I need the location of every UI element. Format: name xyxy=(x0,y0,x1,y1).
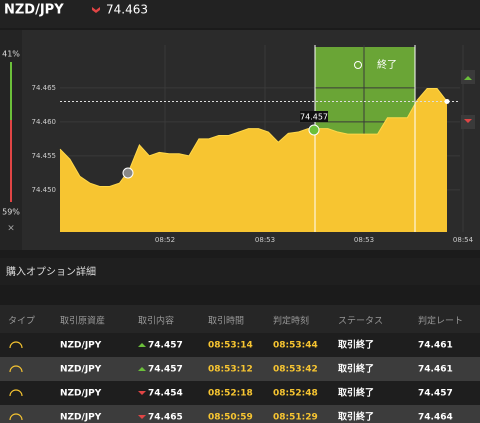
down-bar xyxy=(10,120,12,202)
down-percent: 59% xyxy=(2,208,20,217)
table-header: タイプ xyxy=(8,316,35,327)
symbol: NZD/JPY xyxy=(4,3,64,18)
table-cell: NZD/JPY xyxy=(60,413,102,423)
direction-icon xyxy=(138,415,146,419)
table-cell: 08:53:14 xyxy=(208,341,253,351)
y-tick-label: 74.460 xyxy=(32,118,57,126)
table-cell: 74.457 xyxy=(418,389,453,399)
table-cell: 74.465 xyxy=(148,413,183,423)
old-marker xyxy=(122,167,134,179)
down-arrow xyxy=(92,7,100,13)
table-header: 判定時刻 xyxy=(273,315,309,327)
clock-icon xyxy=(354,61,362,69)
table-cell: 08:52:48 xyxy=(273,389,318,399)
table-cell: 74.461 xyxy=(418,341,453,351)
entry-label-box xyxy=(300,111,328,122)
table-cell: NZD/JPY xyxy=(60,341,102,351)
table-cell: 取引終了 xyxy=(338,363,374,375)
type-icon xyxy=(9,413,23,421)
direction-icon xyxy=(138,367,146,371)
direction-icon xyxy=(138,343,146,347)
table-cell: 取引終了 xyxy=(338,339,374,351)
up-bar xyxy=(10,62,12,120)
table-cell: 08:53:44 xyxy=(273,341,318,351)
direction-icon xyxy=(138,391,146,395)
table-cell: 取引終了 xyxy=(338,411,374,423)
y-tick-label: 74.455 xyxy=(32,152,57,160)
table-cell: 08:53:12 xyxy=(208,365,253,375)
close-button[interactable]: × xyxy=(7,224,15,234)
table-cell: 取引終了 xyxy=(338,387,374,399)
table-cell: 08:53:42 xyxy=(273,365,318,375)
entry-label: 74.457 xyxy=(300,113,328,122)
table-cell: 74.464 xyxy=(418,413,453,423)
table-cell: 08:50:59 xyxy=(208,413,253,423)
section-bar xyxy=(0,258,480,285)
table-cell: 08:52:18 xyxy=(208,389,253,399)
type-icon xyxy=(9,341,23,349)
current-dot xyxy=(444,98,450,104)
x-tick-label: 08:53 xyxy=(255,236,275,244)
table-cell: 74.457 xyxy=(148,365,183,375)
table-cell: 74.457 xyxy=(148,341,183,351)
x-tick-label: 08:53 xyxy=(354,236,374,244)
table-cell: NZD/JPY xyxy=(60,365,102,375)
y-tick-label: 74.450 xyxy=(32,186,57,194)
type-icon xyxy=(9,389,23,397)
x-tick-label: 08:52 xyxy=(155,236,175,244)
expiry-label: 終了 xyxy=(377,58,397,71)
entry-marker xyxy=(308,124,320,136)
table-header: 取引時間 xyxy=(208,316,244,327)
table-cell: 08:51:29 xyxy=(273,413,318,423)
up-percent: 41% xyxy=(2,50,20,59)
up-icon xyxy=(464,76,472,80)
table-header: ステータス xyxy=(338,316,383,327)
type-icon xyxy=(9,365,23,373)
table-header: 取引原資産 xyxy=(60,315,105,327)
header-bar xyxy=(0,0,480,28)
table-header: 取引内容 xyxy=(138,315,174,327)
price: 74.463 xyxy=(106,3,148,17)
table-row xyxy=(0,333,480,357)
table-cell: 74.454 xyxy=(148,389,183,399)
price-area xyxy=(60,88,447,233)
table-row xyxy=(0,405,480,423)
table-header: 判定レート xyxy=(418,315,463,327)
y-tick-label: 74.465 xyxy=(32,84,57,92)
table-cell: 74.461 xyxy=(418,365,453,375)
table-cell: NZD/JPY xyxy=(60,389,102,399)
down-icon xyxy=(464,119,472,123)
x-tick-label: 08:54 xyxy=(453,236,474,244)
table-row xyxy=(0,381,480,405)
section-title: 購入オプション詳細 xyxy=(6,265,96,278)
table-row xyxy=(0,357,480,381)
